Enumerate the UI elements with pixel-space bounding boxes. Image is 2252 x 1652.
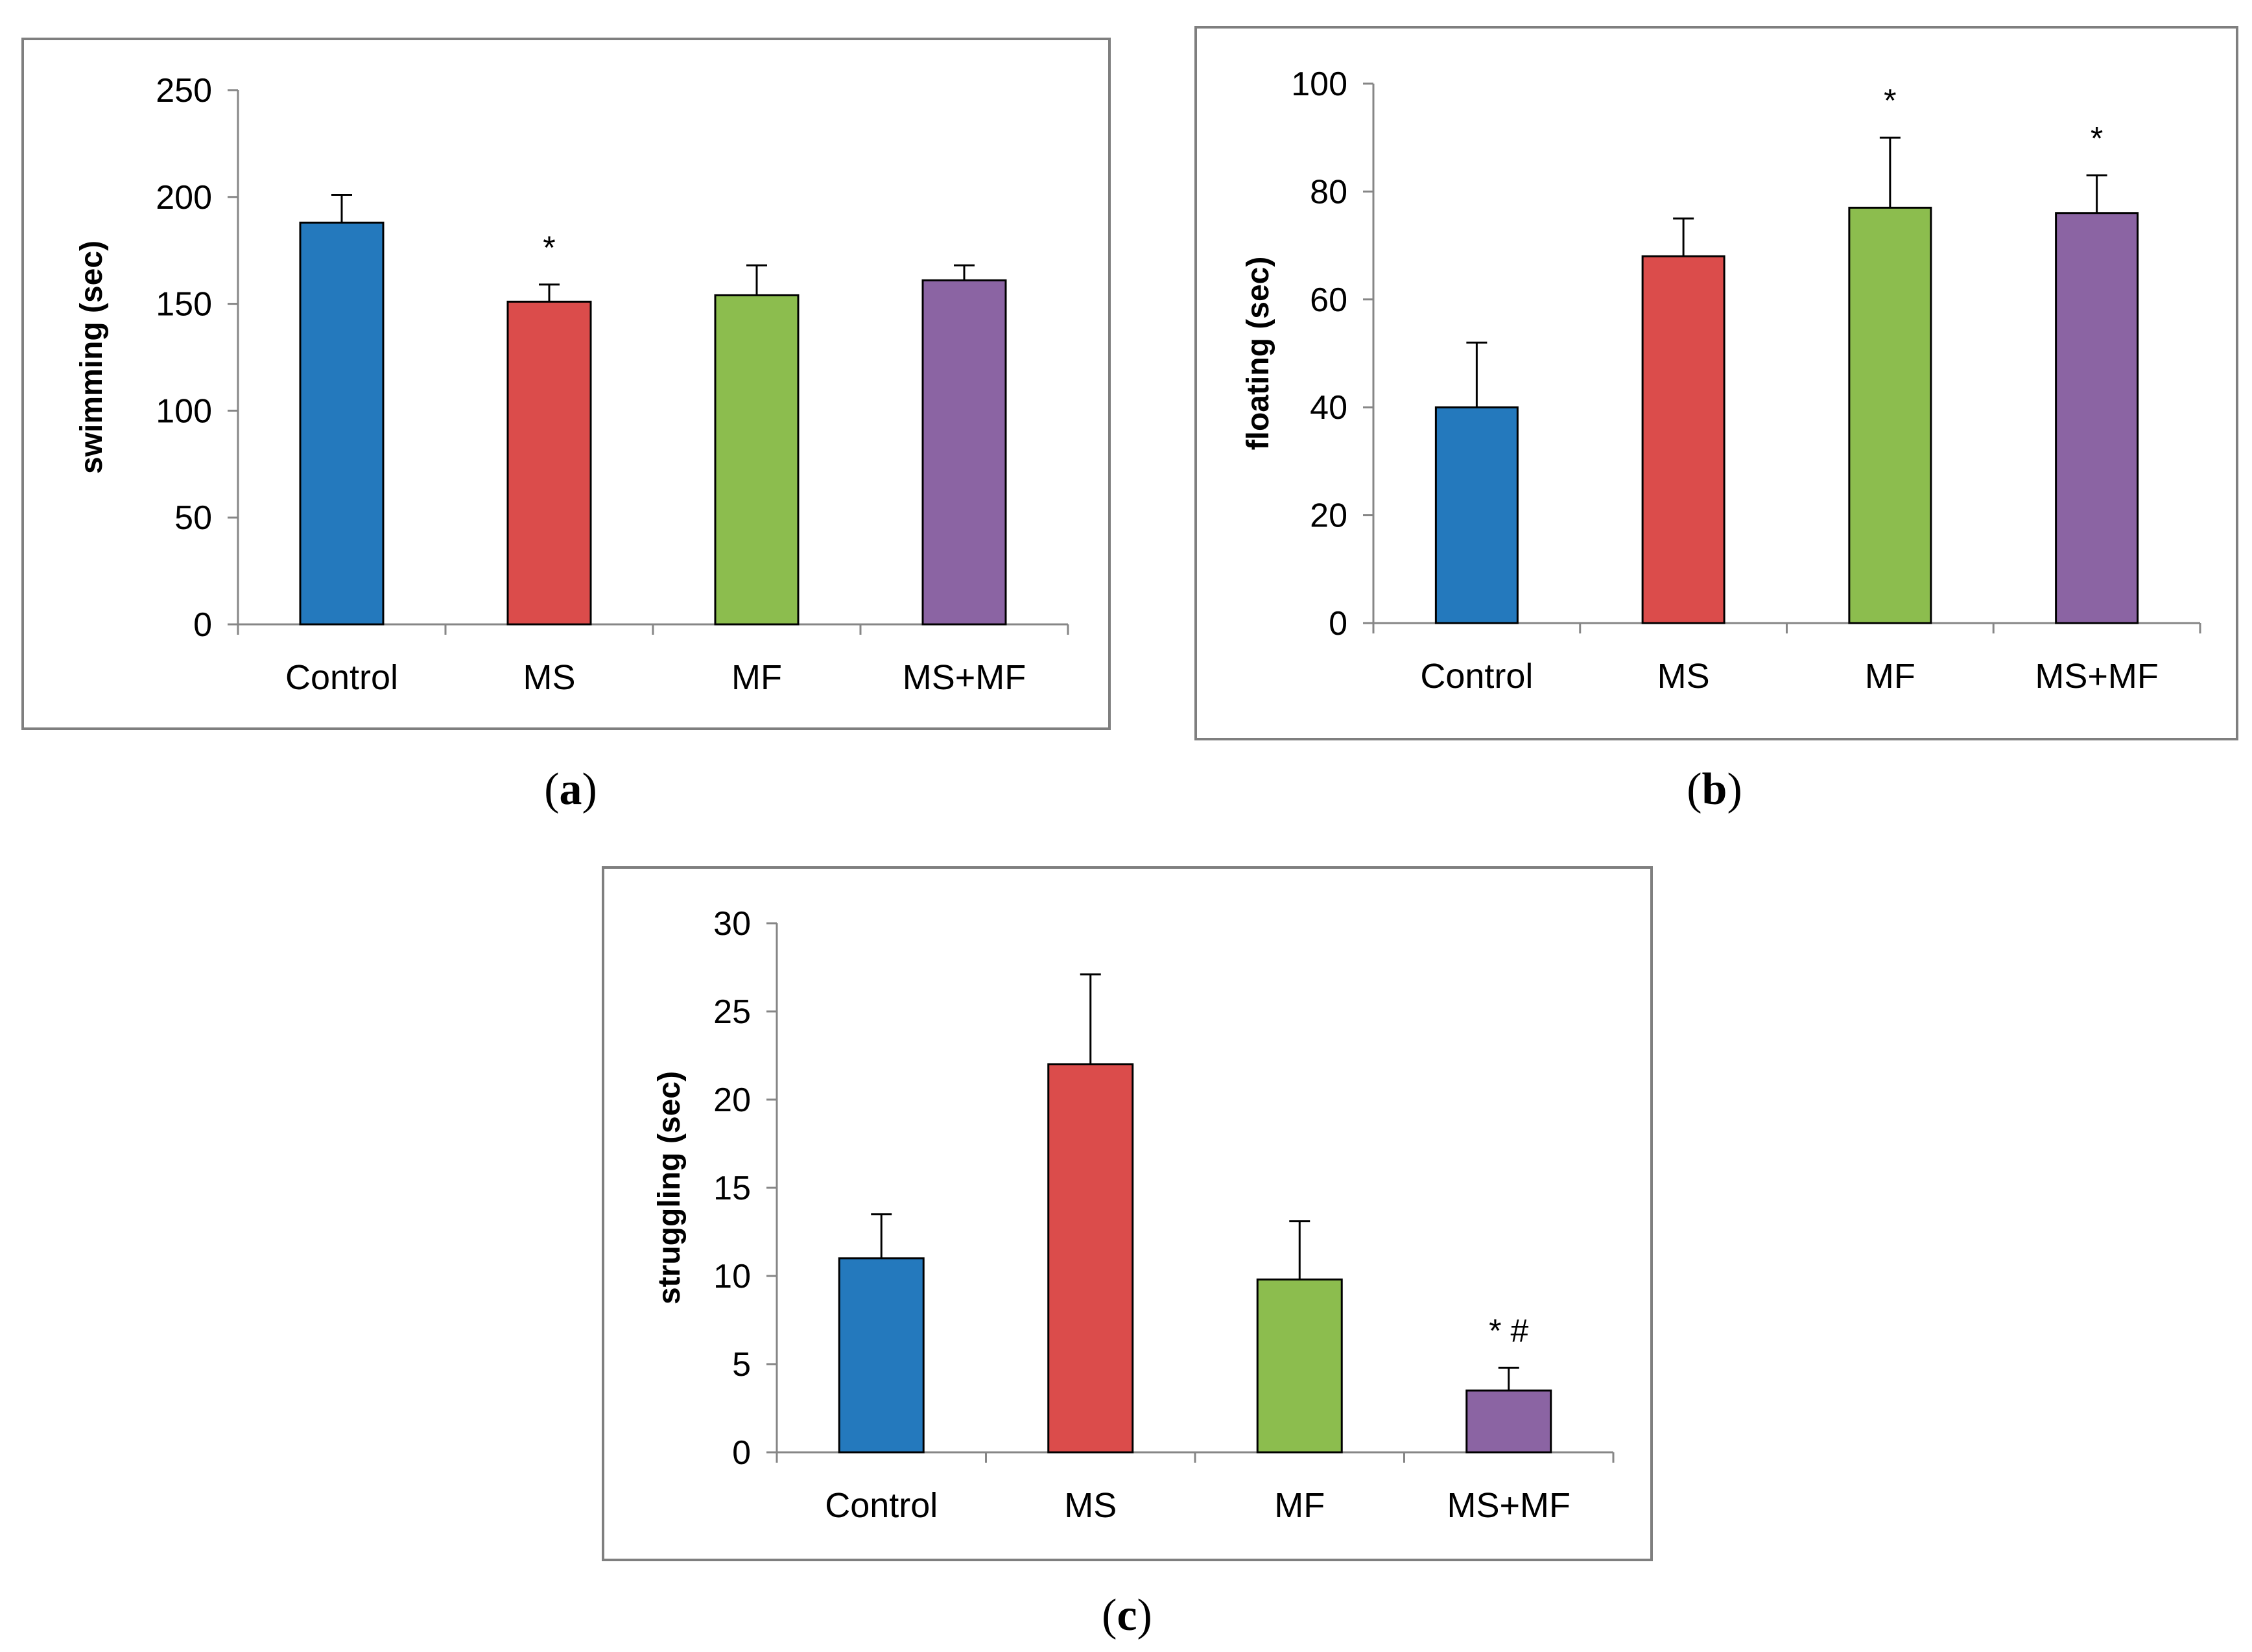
- bar-mf: [714, 294, 800, 626]
- y-tick-label: 80: [1310, 173, 1347, 211]
- x-category-label: MS: [523, 658, 576, 697]
- y-tick-label: 30: [713, 905, 751, 943]
- caption-a-letter: a: [559, 764, 582, 814]
- chart-c-svg: 0 5 10 15 20 25 30 Control MS MF MS+MF * # strugglin…: [652, 905, 1615, 1525]
- y-tick-label: 5: [732, 1346, 751, 1384]
- y-tick-label: 10: [713, 1258, 751, 1295]
- x-category-label: Control: [825, 1486, 938, 1525]
- y-axis-title: struggling (sec): [652, 1071, 687, 1304]
- bar-control: [1434, 406, 1519, 624]
- x-category-label: MF: [731, 658, 782, 697]
- bar-ms-mf: [1465, 1389, 1552, 1454]
- caption-b-letter: b: [1701, 764, 1727, 814]
- significance-marker: *: [1884, 82, 1896, 119]
- y-tick-label: 0: [193, 606, 212, 644]
- y-tick-label: 25: [713, 993, 751, 1031]
- chart-a-svg: 0 50 100 150 200 250 Control MS * MF MS+MF swimming…: [75, 72, 1069, 697]
- y-tick-label: 50: [174, 499, 212, 537]
- chart-panel-b: 0 20 40 60 80 100 Control MS MF * MS+MF * floating (…: [1194, 26, 2238, 740]
- bar-mf: [1256, 1278, 1343, 1454]
- significance-marker: *: [543, 230, 555, 266]
- caption-b: (b): [1687, 764, 1742, 814]
- x-category-label: Control: [1420, 657, 1533, 696]
- caption-c: (c): [1102, 1590, 1152, 1640]
- y-tick-label: 100: [1291, 65, 1347, 103]
- y-tick-label: 100: [156, 392, 212, 430]
- x-category-label: MF: [1274, 1486, 1325, 1525]
- x-category-label: Control: [285, 658, 398, 697]
- y-tick-label: 0: [732, 1434, 751, 1472]
- bar-ms-mf: [2055, 212, 2139, 624]
- caption-c-letter: c: [1117, 1590, 1137, 1640]
- chart-panel-c: 0 5 10 15 20 25 30 Control MS MF MS+MF * # strugglin…: [602, 866, 1653, 1561]
- x-category-label: MF: [1865, 657, 1915, 696]
- y-tick-label: 40: [1310, 389, 1347, 427]
- bar-ms: [506, 300, 592, 626]
- x-category-label: MS: [1064, 1486, 1117, 1525]
- y-tick-label: 150: [156, 286, 212, 324]
- y-tick-label: 60: [1310, 281, 1347, 319]
- y-axis-title: floating (sec): [1241, 257, 1275, 451]
- y-axis-title: swimming (sec): [75, 241, 109, 474]
- bar-ms: [1047, 1063, 1134, 1454]
- significance-marker: * #: [1489, 1312, 1528, 1349]
- y-tick-label: 20: [1310, 497, 1347, 535]
- significance-marker: *: [2091, 120, 2103, 156]
- bar-control: [838, 1257, 925, 1454]
- x-category-label: MS: [1657, 657, 1710, 696]
- bar-ms-mf: [921, 279, 1007, 626]
- y-tick-label: 200: [156, 179, 212, 217]
- y-tick-label: 20: [713, 1081, 751, 1119]
- y-tick-label: 250: [156, 72, 212, 110]
- y-tick-label: 15: [713, 1170, 751, 1207]
- x-category-label: MS+MF: [2035, 657, 2159, 696]
- x-category-label: MS+MF: [1447, 1486, 1570, 1525]
- bar-ms: [1641, 255, 1725, 624]
- chart-b-svg: 0 20 40 60 80 100 Control MS MF * MS+MF * floating (…: [1241, 65, 2201, 696]
- caption-a: (a): [544, 764, 597, 814]
- x-category-label: MS+MF: [903, 658, 1026, 697]
- bar-mf: [1848, 206, 1932, 624]
- y-tick-label: 0: [1329, 605, 1347, 643]
- chart-panel-a: 0 50 100 150 200 250 Control MS * MF MS+MF swimming…: [21, 38, 1111, 730]
- bar-control: [299, 221, 385, 626]
